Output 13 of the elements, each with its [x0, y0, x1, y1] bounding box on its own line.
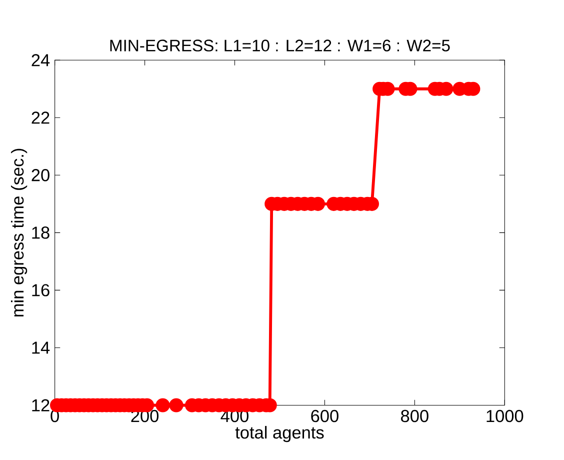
y-tick-label: 12 [32, 399, 50, 412]
y-tick-label: 24 [32, 54, 50, 66]
x-axis-title: total agents [235, 426, 324, 442]
x-tick-label: 800 [401, 410, 428, 422]
x-tick-label: 600 [311, 410, 338, 422]
chart-title: MIN-EGRESS: L1=10 : L2=12 : W1=6 : W2=5 [110, 40, 450, 52]
y-tick-label: 18 [32, 226, 50, 239]
y-tick-label: 22 [32, 112, 50, 124]
y-tick-label: 20 [32, 169, 50, 182]
y-tick-label: 14 [32, 342, 50, 354]
y-axis-title: min egress time (sec.) [10, 148, 28, 316]
x-tick-label: 1000 [486, 410, 524, 422]
y-tick-label: 16 [32, 284, 50, 296]
